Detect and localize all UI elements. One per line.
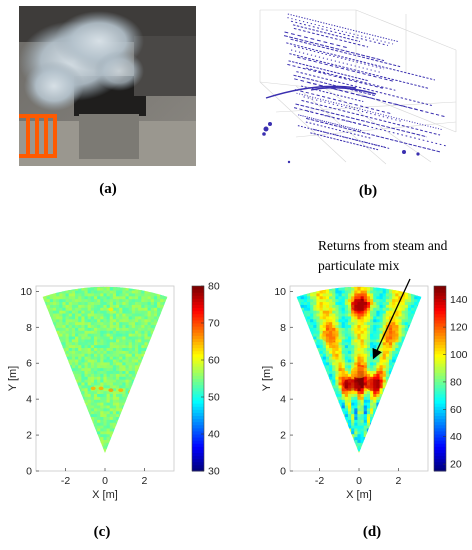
annotation-text: Returns from steam and particulate mix <box>318 236 447 276</box>
caption-c: (c) <box>93 524 111 540</box>
scan-line <box>293 27 369 48</box>
colorbar-tick-label: 100 <box>450 349 468 361</box>
x-tick-label: 2 <box>396 475 402 487</box>
pointcloud-panel-b <box>256 2 461 170</box>
pointcloud-blobs <box>262 122 420 164</box>
hotspot-mark <box>108 388 114 392</box>
colorbar: 80 70 60 50 40 30 <box>191 281 220 478</box>
hotspot-mark <box>351 299 367 312</box>
y-tick-label: 10 <box>274 286 286 298</box>
pointcloud-plot <box>259 9 457 165</box>
hotspot-mark <box>118 388 124 392</box>
y-axis-label: Y [m] <box>261 366 273 391</box>
scan-line <box>306 117 442 153</box>
scan-line <box>287 63 385 90</box>
x-tick-label: 0 <box>102 475 108 487</box>
scan-line <box>293 74 375 97</box>
x-tick-label: 2 <box>142 475 148 487</box>
hotspot-mark <box>351 366 367 379</box>
hotspot-mark <box>343 378 360 391</box>
steam-photo <box>19 6 196 166</box>
colorbar-tick-label: 40 <box>450 431 462 443</box>
scan-line <box>290 38 401 68</box>
hotspot-mark <box>321 330 338 343</box>
y-tick-label: 2 <box>26 430 32 442</box>
y-tick-label: 8 <box>280 322 286 334</box>
caption-b: (b) <box>358 183 378 199</box>
annotation-line-1: Returns from steam and <box>318 238 448 253</box>
axes: -2 0 2 0 2 4 6 8 10 X [m] Y [m] <box>261 286 402 501</box>
scan-line <box>307 110 446 147</box>
scan-line <box>301 99 441 136</box>
y-tick-label: 6 <box>280 358 286 370</box>
scan-line <box>310 132 379 151</box>
colorbar-tick-label: 120 <box>450 322 468 334</box>
scan-line <box>288 60 369 82</box>
scan-line <box>289 53 430 89</box>
scan-line <box>297 125 391 150</box>
colorbar-tick-label: 60 <box>208 355 220 367</box>
hotspot-mark <box>108 307 114 312</box>
y-tick-label: 10 <box>20 286 32 298</box>
heatmap-panel-c: -2 0 2 0 2 4 6 8 10 X [m] Y [m] 80 70 60 50 40 30 <box>0 268 235 513</box>
scan-line <box>283 35 385 62</box>
y-tick-label: 4 <box>280 394 286 406</box>
scan-line <box>286 42 436 81</box>
colorbar: 140 120 100 80 60 40 20 <box>433 285 468 472</box>
scan-line <box>296 92 443 131</box>
colorbar-tick-label: 40 <box>208 429 220 441</box>
scan-line <box>290 49 383 74</box>
y-tick-label: 8 <box>26 322 32 334</box>
caption-d: (d) <box>362 524 382 540</box>
y-tick-label: 0 <box>280 466 286 478</box>
orange-barrier <box>19 114 57 158</box>
y-tick-label: 0 <box>26 466 32 478</box>
colorbar-tick-label: 80 <box>450 376 462 388</box>
x-tick-label: 0 <box>356 475 362 487</box>
scan-line <box>295 103 428 138</box>
hotspot-mark <box>98 386 104 391</box>
heatmap-c: -2 0 2 0 2 4 6 8 10 X [m] Y [m] 80 70 60 50 40 30 <box>7 281 220 502</box>
scan-line <box>292 24 360 43</box>
scan-line <box>294 45 385 70</box>
hotspots <box>321 299 399 391</box>
colorbar-tick-label: 60 <box>450 404 462 416</box>
colorbar-tick-label: 70 <box>208 318 220 330</box>
hotspot-mark <box>90 386 96 391</box>
colorbar-tick-label: 50 <box>208 392 220 404</box>
y-axis-label: Y [m] <box>7 366 19 391</box>
x-axis-label: X [m] <box>92 489 118 501</box>
hotspot-mark <box>382 330 399 343</box>
annotation-line-2: particulate mix <box>318 258 400 273</box>
x-axis-label: X [m] <box>346 489 372 501</box>
photo-panel-a <box>19 6 196 166</box>
y-tick-label: 6 <box>26 358 32 370</box>
scan-line <box>290 20 389 46</box>
x-tick-label: -2 <box>315 475 324 487</box>
colorbar-tick-label: 20 <box>450 459 462 471</box>
y-tick-label: 2 <box>280 430 286 442</box>
heatmap-panel-d: -2 0 2 0 2 4 6 8 10 X [m] Y [m] 140 120 100 80 60 40 20 <box>236 268 472 513</box>
colorbar-tick-label: 140 <box>450 294 468 306</box>
y-tick-label: 4 <box>26 394 32 406</box>
colorbar-tick-label: 80 <box>208 281 220 293</box>
scan-line <box>284 31 350 49</box>
scan-line <box>300 85 364 103</box>
x-tick-label: -2 <box>61 475 70 487</box>
scan-line <box>296 71 432 106</box>
hotspot-mark <box>364 378 381 391</box>
colorbar-tick-label: 30 <box>208 466 220 478</box>
scan-line <box>287 13 399 43</box>
caption-a: (a) <box>99 181 117 197</box>
axes: -2 0 2 0 2 4 6 8 10 X [m] Y [m] <box>7 286 148 501</box>
